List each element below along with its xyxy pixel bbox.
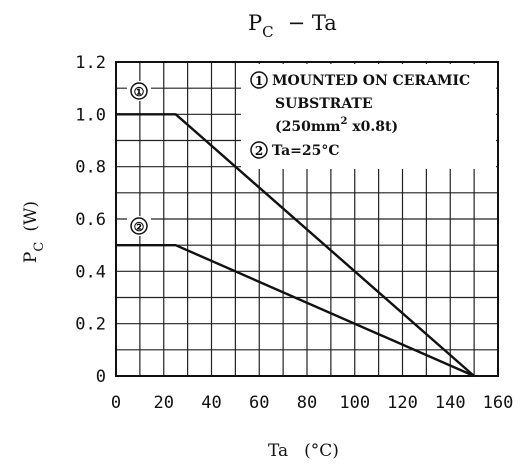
x-tick-label: 20 [154,393,174,413]
x-tick-labels: 0 20 40 60 80 100 120 140 160 [111,393,513,413]
legend-entry-1-line2: SUBSTRATE [275,96,373,112]
legend-entry-1-line3: (250mm2 x0.8t) [275,116,398,135]
legend-marker-1 [250,71,268,89]
title-main: P [248,11,262,35]
x-tick-label: 60 [249,393,269,413]
x-tick-label: 100 [339,393,370,413]
curve-1-marker: ① [127,81,151,101]
title-subscript: C [262,23,273,41]
legend: 1 MOUNTED ON CERAMIC SUBSTRATE (250mm2 x… [241,64,496,169]
x-tick-label: 160 [483,393,514,413]
y-tick-label: 1.0 [75,105,106,125]
y-tick-label: 0.6 [75,210,106,230]
y-tick-label: 0.4 [75,262,106,282]
series-layer [116,113,475,378]
x-tick-label: 40 [201,393,221,413]
legend-marker-1-label: 1 [255,74,263,88]
legend-entry-1-line1: MOUNTED ON CERAMIC [272,73,470,89]
legend-marker-2 [250,141,268,159]
series-1-line [116,113,475,377]
x-tick-label: 120 [387,393,418,413]
y-axis-label: PC(W) [21,201,47,263]
y-tick-label: 0 [96,367,106,387]
title-rest: − Ta [288,11,337,35]
curve-2-marker: ② [127,216,151,236]
legend-entry-2-line1: Ta=25°C [272,143,340,159]
legend-marker-2-label: 2 [255,144,263,158]
plot-frame [115,61,499,377]
x-axis-label: Ta (°C) [268,441,339,461]
curve-2-marker-circle [130,217,148,235]
x-tick-label: 0 [111,393,121,413]
series-2-line [116,243,475,378]
y-tick-label: 0.2 [75,315,106,335]
legend-background [241,64,496,169]
curve-2-marker-label: ② [134,220,145,234]
y-tick-label: 0.8 [75,158,106,178]
y-tick-label: 1.2 [75,53,106,73]
x-tick-label: 80 [297,393,317,413]
chart-title: PC − Ta [248,11,337,41]
curve-1-marker-label: ① [134,85,145,99]
x-tick-label: 140 [435,393,466,413]
y-tick-labels: 0 0.2 0.4 0.6 0.8 1.0 1.2 [75,53,106,387]
curve-1-marker-circle [130,82,148,100]
